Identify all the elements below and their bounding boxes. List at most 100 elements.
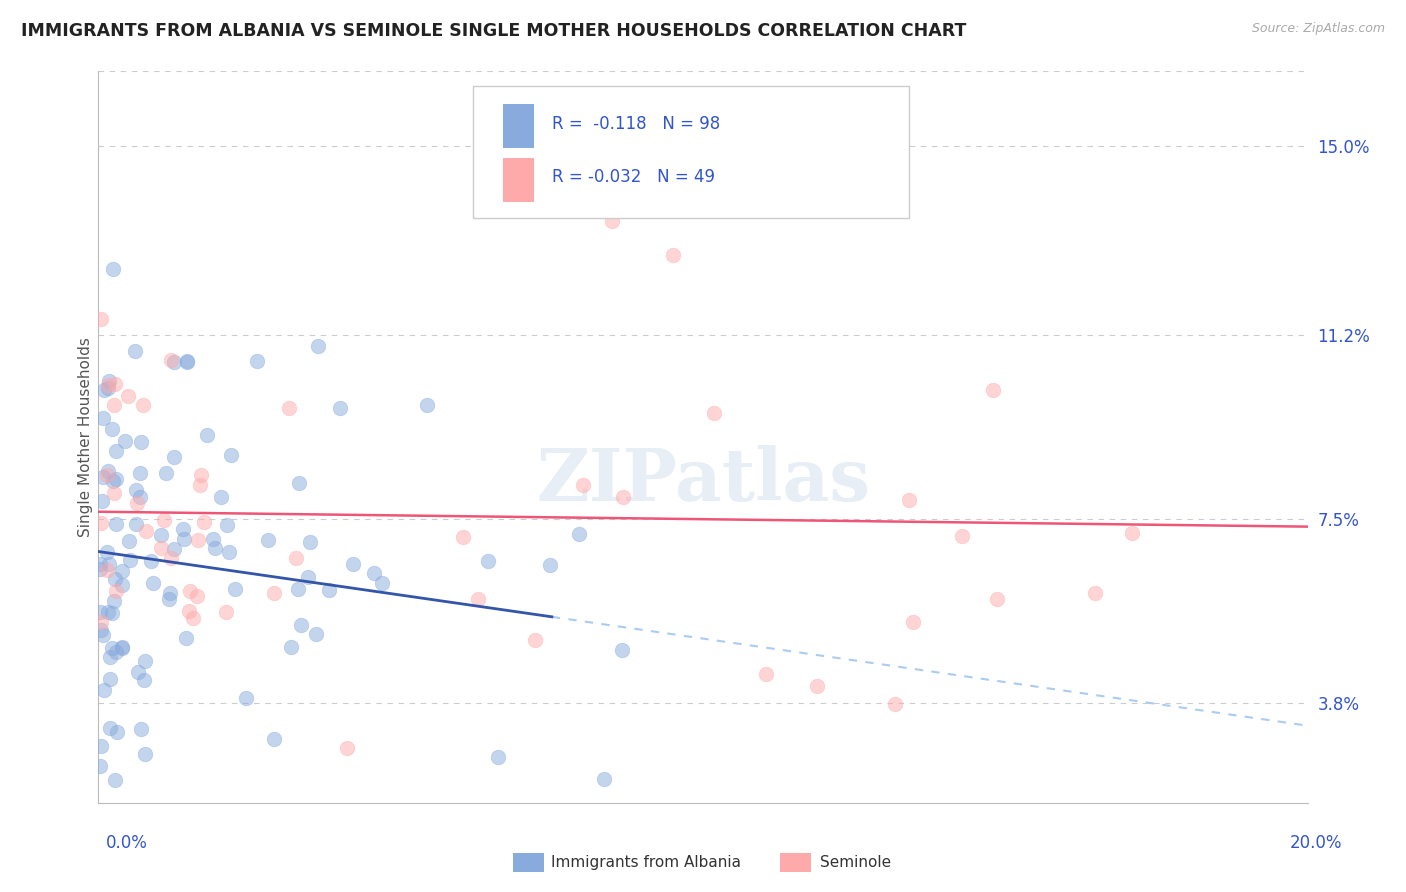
Point — [118, 553, 141, 567]
Point — [188, 477, 211, 491]
Point — [93, 410, 115, 425]
Text: Seminole: Seminole — [820, 855, 891, 870]
Point — [127, 665, 149, 679]
Point — [371, 576, 394, 591]
Point — [195, 428, 218, 442]
Point — [96, 563, 118, 577]
Point — [103, 261, 125, 276]
Point — [524, 632, 547, 647]
Point — [97, 381, 120, 395]
Point — [703, 406, 725, 420]
Point — [89, 759, 111, 773]
Point — [104, 443, 127, 458]
Point — [111, 640, 134, 654]
Point — [91, 470, 114, 484]
Point — [105, 472, 128, 486]
Text: ZIPatlas: ZIPatlas — [536, 445, 870, 516]
Point — [256, 533, 278, 547]
Point — [104, 573, 127, 587]
Point — [97, 605, 120, 619]
Point — [755, 667, 778, 681]
Point — [90, 311, 112, 326]
Point — [160, 352, 183, 367]
Point — [89, 561, 111, 575]
Point — [901, 615, 924, 630]
Point — [152, 513, 174, 527]
Point — [101, 474, 124, 488]
Point — [104, 773, 127, 788]
Point — [134, 654, 156, 668]
Point — [103, 486, 125, 500]
Point — [593, 772, 616, 787]
Point — [329, 401, 352, 415]
Point — [90, 494, 112, 508]
Point — [186, 590, 208, 604]
Point — [215, 605, 238, 619]
Point — [104, 584, 127, 599]
Point — [477, 554, 499, 568]
Point — [132, 398, 155, 412]
Point — [104, 517, 127, 532]
Point — [336, 741, 359, 756]
Point — [415, 398, 437, 412]
Point — [149, 541, 172, 556]
Point — [118, 533, 141, 548]
Point — [135, 524, 157, 539]
Point — [127, 495, 149, 509]
Point — [602, 213, 624, 227]
Point — [297, 570, 319, 584]
Point — [98, 649, 121, 664]
Point — [98, 374, 121, 388]
Point — [187, 533, 209, 547]
Point — [163, 450, 186, 464]
Point — [139, 554, 162, 568]
Text: IMMIGRANTS FROM ALBANIA VS SEMINOLE SINGLE MOTHER HOUSEHOLDS CORRELATION CHART: IMMIGRANTS FROM ALBANIA VS SEMINOLE SING… — [21, 22, 966, 40]
Point — [104, 377, 127, 392]
Point — [125, 517, 148, 532]
Point — [486, 750, 509, 764]
Point — [174, 631, 197, 645]
Point — [661, 248, 683, 262]
Point — [134, 747, 156, 762]
Point — [114, 434, 136, 448]
Text: Immigrants from Albania: Immigrants from Albania — [551, 855, 741, 870]
Point — [363, 566, 385, 581]
Point — [150, 528, 173, 542]
Point — [305, 626, 328, 640]
Point — [538, 558, 561, 573]
Point — [898, 493, 921, 508]
Point — [342, 558, 364, 572]
Point — [298, 535, 321, 549]
Point — [318, 582, 340, 597]
Text: R = -0.032   N = 49: R = -0.032 N = 49 — [551, 169, 714, 186]
Point — [111, 578, 134, 592]
Point — [193, 515, 215, 529]
Point — [201, 532, 224, 546]
Point — [124, 343, 146, 358]
Text: R =  -0.118   N = 98: R = -0.118 N = 98 — [551, 115, 720, 133]
Point — [125, 483, 148, 497]
Point — [103, 594, 125, 608]
Point — [89, 739, 111, 753]
Point — [572, 478, 595, 492]
Point — [97, 557, 120, 571]
Point — [142, 575, 165, 590]
Text: Source: ZipAtlas.com: Source: ZipAtlas.com — [1251, 22, 1385, 36]
FancyBboxPatch shape — [474, 86, 908, 218]
Point — [163, 541, 186, 556]
Point — [287, 582, 309, 597]
Point — [181, 611, 204, 625]
Point — [986, 592, 1008, 607]
Point — [173, 532, 195, 546]
Point — [209, 490, 232, 504]
Point — [91, 628, 114, 642]
Bar — [503, 104, 534, 148]
Point — [263, 585, 285, 599]
Point — [159, 586, 181, 600]
Point — [235, 690, 257, 705]
Point — [132, 673, 155, 687]
Point — [93, 683, 115, 698]
Point — [89, 557, 111, 571]
Point — [103, 398, 125, 412]
Point — [105, 725, 128, 739]
